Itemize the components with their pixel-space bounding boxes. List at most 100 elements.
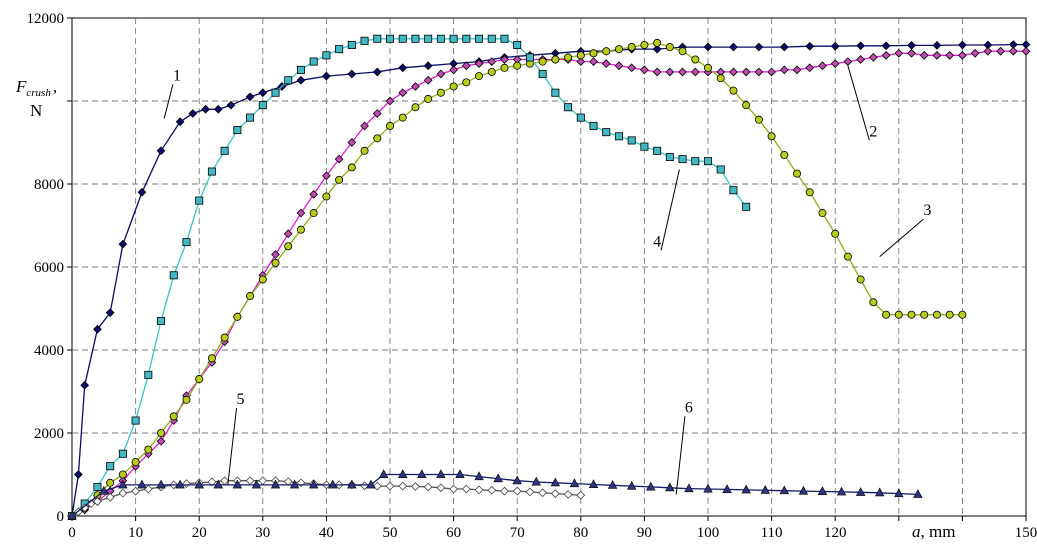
series-4-point bbox=[246, 113, 255, 122]
series-2-point bbox=[996, 46, 1005, 56]
series-4-point bbox=[614, 132, 623, 141]
series-3-point bbox=[373, 134, 382, 143]
series-6-point bbox=[474, 471, 484, 481]
series-1-point bbox=[779, 42, 789, 52]
series-4-point bbox=[589, 121, 598, 130]
series-6-point bbox=[328, 479, 338, 489]
series-1-point bbox=[372, 67, 382, 77]
series-2-point bbox=[792, 65, 802, 75]
y-axis-unit: N bbox=[30, 101, 42, 120]
series-2-line bbox=[71, 50, 1026, 517]
series-6-point bbox=[531, 476, 541, 486]
y-tick-label: 4000 bbox=[34, 343, 64, 359]
series-5-point bbox=[207, 477, 217, 487]
y-tick-label: 8000 bbox=[34, 177, 64, 193]
series-6-point bbox=[118, 479, 128, 489]
series-2-point bbox=[932, 50, 942, 60]
series-6-point bbox=[722, 484, 732, 493]
series-4-point bbox=[207, 167, 216, 176]
series-5-point bbox=[487, 485, 497, 495]
series-2-point bbox=[449, 65, 458, 75]
series-4-point bbox=[385, 34, 394, 43]
series-1-point bbox=[118, 239, 128, 249]
series-3-point bbox=[704, 63, 713, 72]
series-4-point bbox=[475, 34, 484, 43]
x-tick-label: 40 bbox=[319, 525, 334, 541]
series-3-point bbox=[462, 78, 471, 87]
series-2-point bbox=[640, 65, 649, 75]
series-1-point bbox=[347, 69, 357, 79]
y-tick-label: 12000 bbox=[27, 11, 65, 27]
series-3-point bbox=[106, 478, 115, 487]
annotation-label: 4 bbox=[653, 233, 661, 250]
series-3-point bbox=[144, 445, 153, 454]
series-3-point bbox=[640, 40, 649, 49]
x-tick-label: 110 bbox=[761, 525, 783, 541]
series-1-point bbox=[958, 40, 967, 50]
series-3-point bbox=[500, 63, 509, 72]
series-2-point bbox=[1021, 46, 1031, 56]
series-4-point bbox=[627, 136, 636, 145]
series-2-point bbox=[729, 67, 738, 77]
series-4-point bbox=[449, 34, 458, 43]
series-2-point bbox=[271, 250, 280, 259]
annotation-4: 4 bbox=[653, 169, 680, 251]
series-6-point bbox=[607, 480, 618, 489]
annotation-1: 1 bbox=[163, 67, 181, 119]
series-6-point bbox=[213, 479, 223, 489]
series-2-point bbox=[614, 61, 624, 71]
series-2-point bbox=[576, 57, 586, 66]
series-2-point bbox=[843, 57, 853, 66]
series-2-point bbox=[385, 96, 395, 106]
series-5-point bbox=[118, 488, 128, 498]
series-1-point bbox=[93, 324, 102, 334]
series-2-point bbox=[436, 69, 446, 79]
series-6-point bbox=[913, 489, 923, 498]
series-2-point bbox=[805, 63, 815, 73]
series-4-point bbox=[704, 157, 713, 166]
series-3-point bbox=[551, 55, 560, 64]
series-4-point bbox=[538, 70, 547, 79]
series-4-point bbox=[309, 57, 318, 66]
series-3-point bbox=[513, 61, 522, 70]
series-5-point bbox=[105, 492, 115, 502]
series-2-point bbox=[411, 82, 420, 91]
series-4-point bbox=[513, 40, 522, 49]
series-5-point bbox=[93, 497, 102, 506]
annotation-label: 3 bbox=[923, 202, 931, 219]
series-6-point bbox=[855, 487, 866, 496]
series-2-point bbox=[741, 67, 751, 77]
series-6-point bbox=[493, 473, 503, 483]
series-6-point bbox=[455, 469, 465, 479]
series-3-point bbox=[487, 67, 496, 76]
series-3-point bbox=[653, 38, 662, 47]
series-1-point bbox=[156, 146, 166, 156]
series-4-point bbox=[678, 155, 687, 164]
series-3-point bbox=[207, 354, 216, 363]
series-3-point bbox=[678, 47, 687, 56]
series-3-point bbox=[322, 192, 331, 201]
series-4-point bbox=[131, 416, 140, 425]
grid-lines bbox=[72, 18, 1026, 516]
annotation-label: 5 bbox=[237, 391, 245, 408]
series-6-point bbox=[366, 479, 376, 489]
series-4-point bbox=[398, 34, 407, 43]
series-3-point bbox=[894, 310, 903, 319]
series-5-point bbox=[538, 488, 548, 498]
series-6-point bbox=[779, 485, 790, 495]
series-3-point bbox=[449, 82, 458, 91]
series-1-point bbox=[703, 42, 713, 52]
series-1-point bbox=[881, 41, 891, 51]
series-4-point bbox=[335, 45, 344, 54]
series-4-point bbox=[551, 88, 560, 97]
series-6-point bbox=[836, 486, 847, 496]
series-4 bbox=[68, 34, 751, 521]
series-2-point bbox=[334, 154, 344, 164]
series-3-point bbox=[284, 242, 293, 251]
axis-ticks: 0 10 20 30 40 50 60 70 80 90 100 110 120 150 0 2000 4000… bbox=[27, 11, 1037, 541]
series-1-point bbox=[296, 75, 306, 85]
series-5-point bbox=[80, 503, 90, 513]
series-6-point bbox=[798, 485, 809, 495]
series-1-point bbox=[805, 41, 815, 51]
series-1-point bbox=[80, 380, 90, 390]
